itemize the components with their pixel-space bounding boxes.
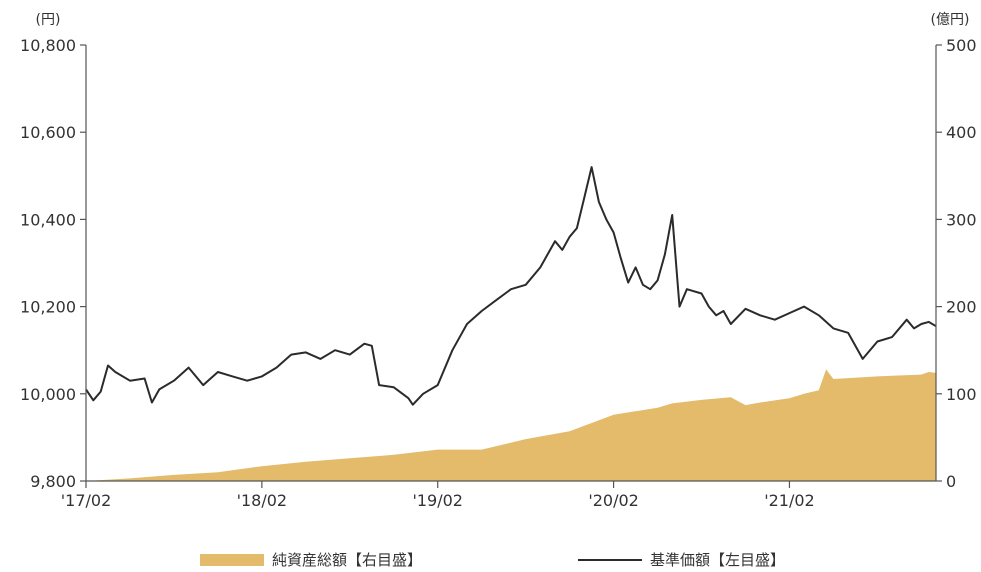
right-axis-tick-label: 500 xyxy=(946,36,977,55)
left-axis-tick-label: 10,400 xyxy=(20,210,76,229)
right-axis-tick-label: 300 xyxy=(946,210,977,229)
legend-base-price: 基準価額【左目盛】 xyxy=(578,549,785,570)
right-axis-unit-label: (億円) xyxy=(931,12,970,28)
right-axis-tick-label: 100 xyxy=(946,385,977,404)
net-assets-area xyxy=(86,369,936,481)
x-axis-tick-label: '20/02 xyxy=(588,491,639,510)
base-price-line-layer xyxy=(85,166,937,406)
axes: 9,800 10,000 10,200 10,400 10,600 10,800 0 100 2… xyxy=(20,36,977,510)
right-axis-tick-label: 400 xyxy=(946,123,977,142)
base-price-line xyxy=(85,166,937,406)
net-assets-area-layer xyxy=(86,369,936,481)
legend-net-assets-label: 純資産総額【右目盛】 xyxy=(272,551,423,569)
base-price-swatch xyxy=(578,558,642,561)
left-axis-tick-label: 10,000 xyxy=(20,385,76,404)
left-axis-tick-label: 9,800 xyxy=(30,472,76,491)
left-axis-tick-label: 10,600 xyxy=(20,123,76,142)
x-axis-tick-label: '21/02 xyxy=(764,491,815,510)
legend-base-price-label: 基準価額【左目盛】 xyxy=(650,551,786,569)
net-assets-swatch xyxy=(200,553,264,566)
x-axis-tick-label: '17/02 xyxy=(61,491,112,510)
left-axis-tick-label: 10,200 xyxy=(20,298,76,317)
x-axis-tick-label: '19/02 xyxy=(412,491,463,510)
right-axis-tick-label: 200 xyxy=(946,298,977,317)
left-axis-tick-label: 10,800 xyxy=(20,36,76,55)
left-axis-unit-label: (円) xyxy=(36,12,61,28)
legend-net-assets: 純資産総額【右目盛】 xyxy=(200,549,422,570)
right-axis-tick-label: 0 xyxy=(946,472,956,491)
x-axis-tick-label: '18/02 xyxy=(237,491,288,510)
